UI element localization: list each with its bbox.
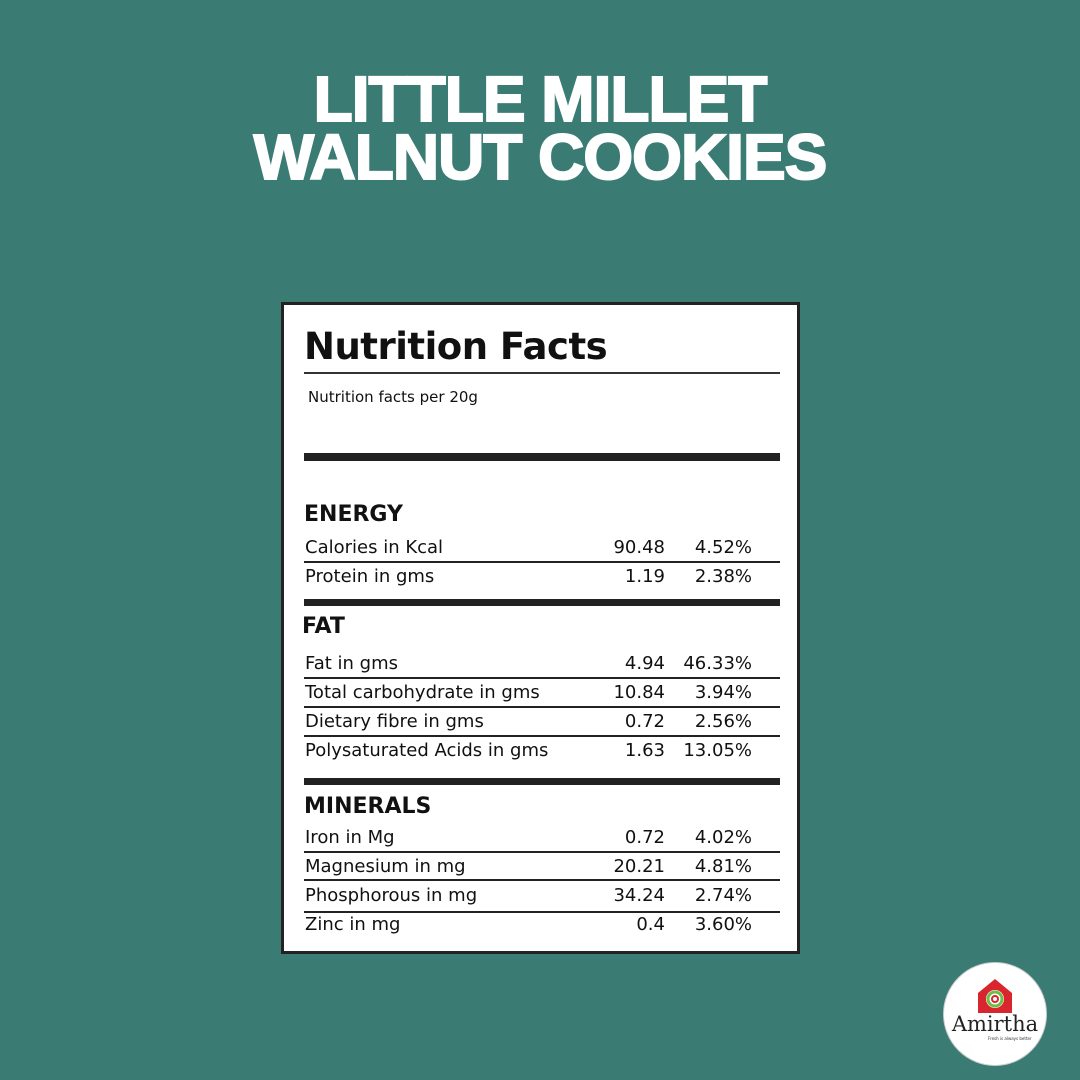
divider: [304, 372, 780, 374]
nutrient-percent: 4.81%: [694, 856, 752, 877]
nutrient-percent: 2.56%: [694, 711, 752, 732]
nutrient-row: Total carbohydrate in gms 10.84 3.94%: [304, 680, 780, 708]
nutrient-label: Calories in Kcal: [305, 537, 444, 558]
serving-size: Nutrition facts per 20g: [308, 388, 478, 406]
divider: [304, 879, 780, 881]
panel-heading: Nutrition Facts: [304, 325, 608, 368]
nutrient-label: Zinc in mg: [305, 914, 401, 935]
nutrient-percent: 13.05%: [683, 740, 752, 761]
divider: [304, 851, 780, 853]
nutrient-percent: 2.74%: [694, 885, 752, 906]
nutrient-label: Protein in gms: [305, 566, 435, 587]
nutrient-percent: 46.33%: [683, 653, 752, 674]
divider: [304, 735, 780, 737]
nutrient-percent: 3.60%: [694, 914, 752, 935]
nutrient-row: Protein in gms 1.19 2.38%: [304, 564, 780, 592]
amirtha-logo: Amirtha Fresh is always better: [943, 962, 1047, 1066]
nutrient-label: Iron in Mg: [305, 827, 395, 848]
nutrient-percent: 3.94%: [694, 682, 752, 703]
nutrient-value: 90.48: [613, 537, 665, 558]
nutrient-row: Iron in Mg 0.72 4.02%: [304, 825, 780, 853]
nutrition-facts-panel: Nutrition Facts Nutrition facts per 20g …: [281, 302, 800, 954]
nutrient-row: Calories in Kcal 90.48 4.52%: [304, 535, 780, 563]
nutrient-label: Dietary fibre in gms: [305, 711, 484, 732]
nutrient-percent: 2.38%: [694, 566, 752, 587]
house-swirl-icon: [978, 979, 1012, 1013]
section-energy: ENERGY: [304, 502, 403, 527]
nutrient-value: 20.21: [613, 856, 665, 877]
nutrient-row: Polysaturated Acids in gms 1.63 13.05%: [304, 738, 780, 766]
nutrient-row: Fat in gms 4.94 46.33%: [304, 651, 780, 679]
nutrient-percent: 4.02%: [694, 827, 752, 848]
divider: [304, 561, 780, 563]
section-fat: FAT: [302, 614, 345, 639]
nutrient-value: 34.24: [613, 885, 665, 906]
divider: [304, 677, 780, 679]
nutrient-label: Phosphorous in mg: [305, 885, 478, 906]
nutrient-value: 0.4: [636, 914, 665, 935]
nutrient-value: 1.19: [624, 566, 665, 587]
brand-name: Amirtha: [951, 1012, 1039, 1036]
nutrient-label: Magnesium in mg: [305, 856, 466, 877]
brand-tagline: Fresh is always better: [988, 1036, 1032, 1041]
nutrient-label: Total carbohydrate in gms: [305, 682, 540, 703]
title-line-1: LITTLE MILLET: [313, 63, 769, 135]
nutrient-row: Phosphorous in mg 34.24 2.74%: [304, 883, 780, 911]
nutrient-value: 0.72: [624, 711, 665, 732]
nutrient-percent: 4.52%: [694, 537, 752, 558]
nutrient-label: Polysaturated Acids in gms: [305, 740, 549, 761]
nutrient-value: 10.84: [613, 682, 665, 703]
nutrient-row: Magnesium in mg 20.21 4.81%: [304, 854, 780, 882]
nutrient-value: 4.94: [624, 653, 665, 674]
divider: [304, 706, 780, 708]
divider-thick: [304, 599, 780, 606]
nutrient-row: Dietary fibre in gms 0.72 2.56%: [304, 709, 780, 737]
divider: [304, 911, 780, 913]
divider-thick: [304, 453, 780, 461]
nutrient-label: Fat in gms: [305, 653, 398, 674]
title-line-2: WALNUT COOKIES: [253, 121, 829, 193]
nutrient-value: 1.63: [624, 740, 665, 761]
nutrient-row: Zinc in mg 0.4 3.60%: [304, 912, 780, 940]
nutrient-value: 0.72: [624, 827, 665, 848]
section-minerals: MINERALS: [304, 794, 432, 819]
divider-thick: [304, 778, 780, 785]
